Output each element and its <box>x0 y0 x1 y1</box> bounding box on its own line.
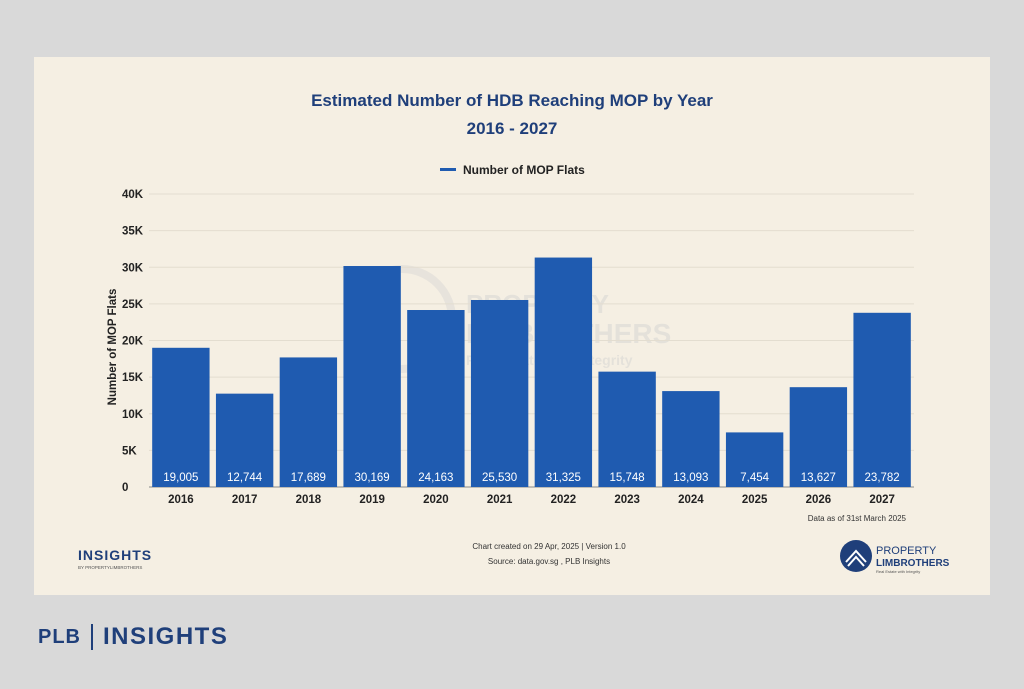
chart: PROPERTY LIMBROTHERS Real Estate with In… <box>78 91 950 574</box>
insights-logo-text: INSIGHTS <box>78 547 152 563</box>
bar-2024 <box>662 391 720 487</box>
bar-2023 <box>598 371 656 487</box>
x-tick-label: 2017 <box>232 494 258 506</box>
bar-value-label: 13,093 <box>673 472 708 484</box>
source-note: Source: data.gov.sg , PLB Insights <box>488 557 610 566</box>
insights-logo-sub: BY PROPERTYLIMBROTHERS <box>78 565 142 570</box>
legend-label: Number of MOP Flats <box>463 163 585 177</box>
y-tick-label: 15K <box>122 372 144 384</box>
bar-value-label: 30,169 <box>355 472 390 484</box>
plb-logo: PROPERTY LIMBROTHERS Real Estate with In… <box>840 540 950 574</box>
x-tick-label: 2023 <box>614 494 640 506</box>
bar-2018 <box>279 357 338 487</box>
x-tick-label: 2019 <box>359 494 385 506</box>
legend-swatch <box>440 168 456 171</box>
footer-insights: INSIGHTS <box>103 623 229 650</box>
y-tick-label: 20K <box>122 336 144 348</box>
bar-2019 <box>343 266 401 487</box>
footer-divider <box>91 624 93 650</box>
insights-logo: INSIGHTS BY PROPERTYLIMBROTHERS <box>78 547 152 570</box>
y-tick-label: 10K <box>122 409 144 421</box>
y-tick-label: 35K <box>122 226 144 238</box>
x-tick-label: 2022 <box>551 494 577 506</box>
y-axis-label: Number of MOP Flats <box>107 289 119 406</box>
x-tick-label: 2016 <box>168 494 194 506</box>
x-tick-label: 2018 <box>296 494 322 506</box>
x-tick-label: 2024 <box>678 494 704 506</box>
y-tick-label: 0 <box>122 482 128 494</box>
bar-value-label: 12,744 <box>227 472 263 484</box>
x-tick-label: 2025 <box>742 494 768 506</box>
bar-value-label: 17,689 <box>291 472 326 484</box>
bar-2021 <box>470 299 529 487</box>
bar-2026 <box>789 387 848 487</box>
footer-brand: PLB INSIGHTS <box>38 622 228 652</box>
bar-value-label: 23,782 <box>865 472 900 484</box>
plb-logo-bottom: LIMBROTHERS <box>876 558 950 569</box>
x-tick-label: 2021 <box>487 494 513 506</box>
bar-2025 <box>725 432 784 487</box>
x-axis: 2016 2017 2018 2019 2020 2021 2022 2023 2024 2025… <box>168 494 895 506</box>
y-tick-label: 40K <box>122 189 144 201</box>
chart-title: Estimated Number of HDB Reaching MOP by … <box>311 91 713 110</box>
chart-subtitle: 2016 - 2027 <box>467 119 558 138</box>
y-tick-label: 5K <box>122 445 137 457</box>
created-note: Chart created on 29 Apr, 2025 | Version … <box>472 542 626 551</box>
chart-card: PROPERTY LIMBROTHERS Real Estate with In… <box>34 57 990 595</box>
y-axis: 0 5K 10K 15K 20K 25K 30K 35K 40K <box>122 189 144 494</box>
footer-plb: PLB <box>38 625 81 648</box>
x-tick-label: 2027 <box>869 494 895 506</box>
plb-logo-top: PROPERTY <box>876 545 937 557</box>
bar-2022 <box>534 257 593 487</box>
bar-value-label: 19,005 <box>163 472 198 484</box>
x-tick-label: 2026 <box>806 494 832 506</box>
bar-value-label: 15,748 <box>610 472 645 484</box>
bar-value-label: 31,325 <box>546 472 581 484</box>
y-tick-label: 25K <box>122 299 144 311</box>
bar-2027 <box>853 312 911 487</box>
bar-value-label: 25,530 <box>482 472 517 484</box>
bar-2016 <box>152 347 210 487</box>
data-as-of-note: Data as of 31st March 2025 <box>808 514 907 523</box>
gridlines <box>149 193 914 488</box>
legend: Number of MOP Flats <box>440 163 585 177</box>
y-tick-label: 30K <box>122 262 144 274</box>
x-tick-label: 2020 <box>423 494 449 506</box>
bar-value-label: 7,454 <box>740 472 769 484</box>
bar-value-label: 13,627 <box>801 472 836 484</box>
bars: 19,005 12,744 17,689 30,169 24,163 25,530 31,3… <box>152 257 911 487</box>
bar-2020 <box>407 310 465 487</box>
plb-logo-tagline: Real Estate with Integrity <box>876 569 920 574</box>
bar-value-label: 24,163 <box>418 472 453 484</box>
bar-2017 <box>215 393 274 487</box>
